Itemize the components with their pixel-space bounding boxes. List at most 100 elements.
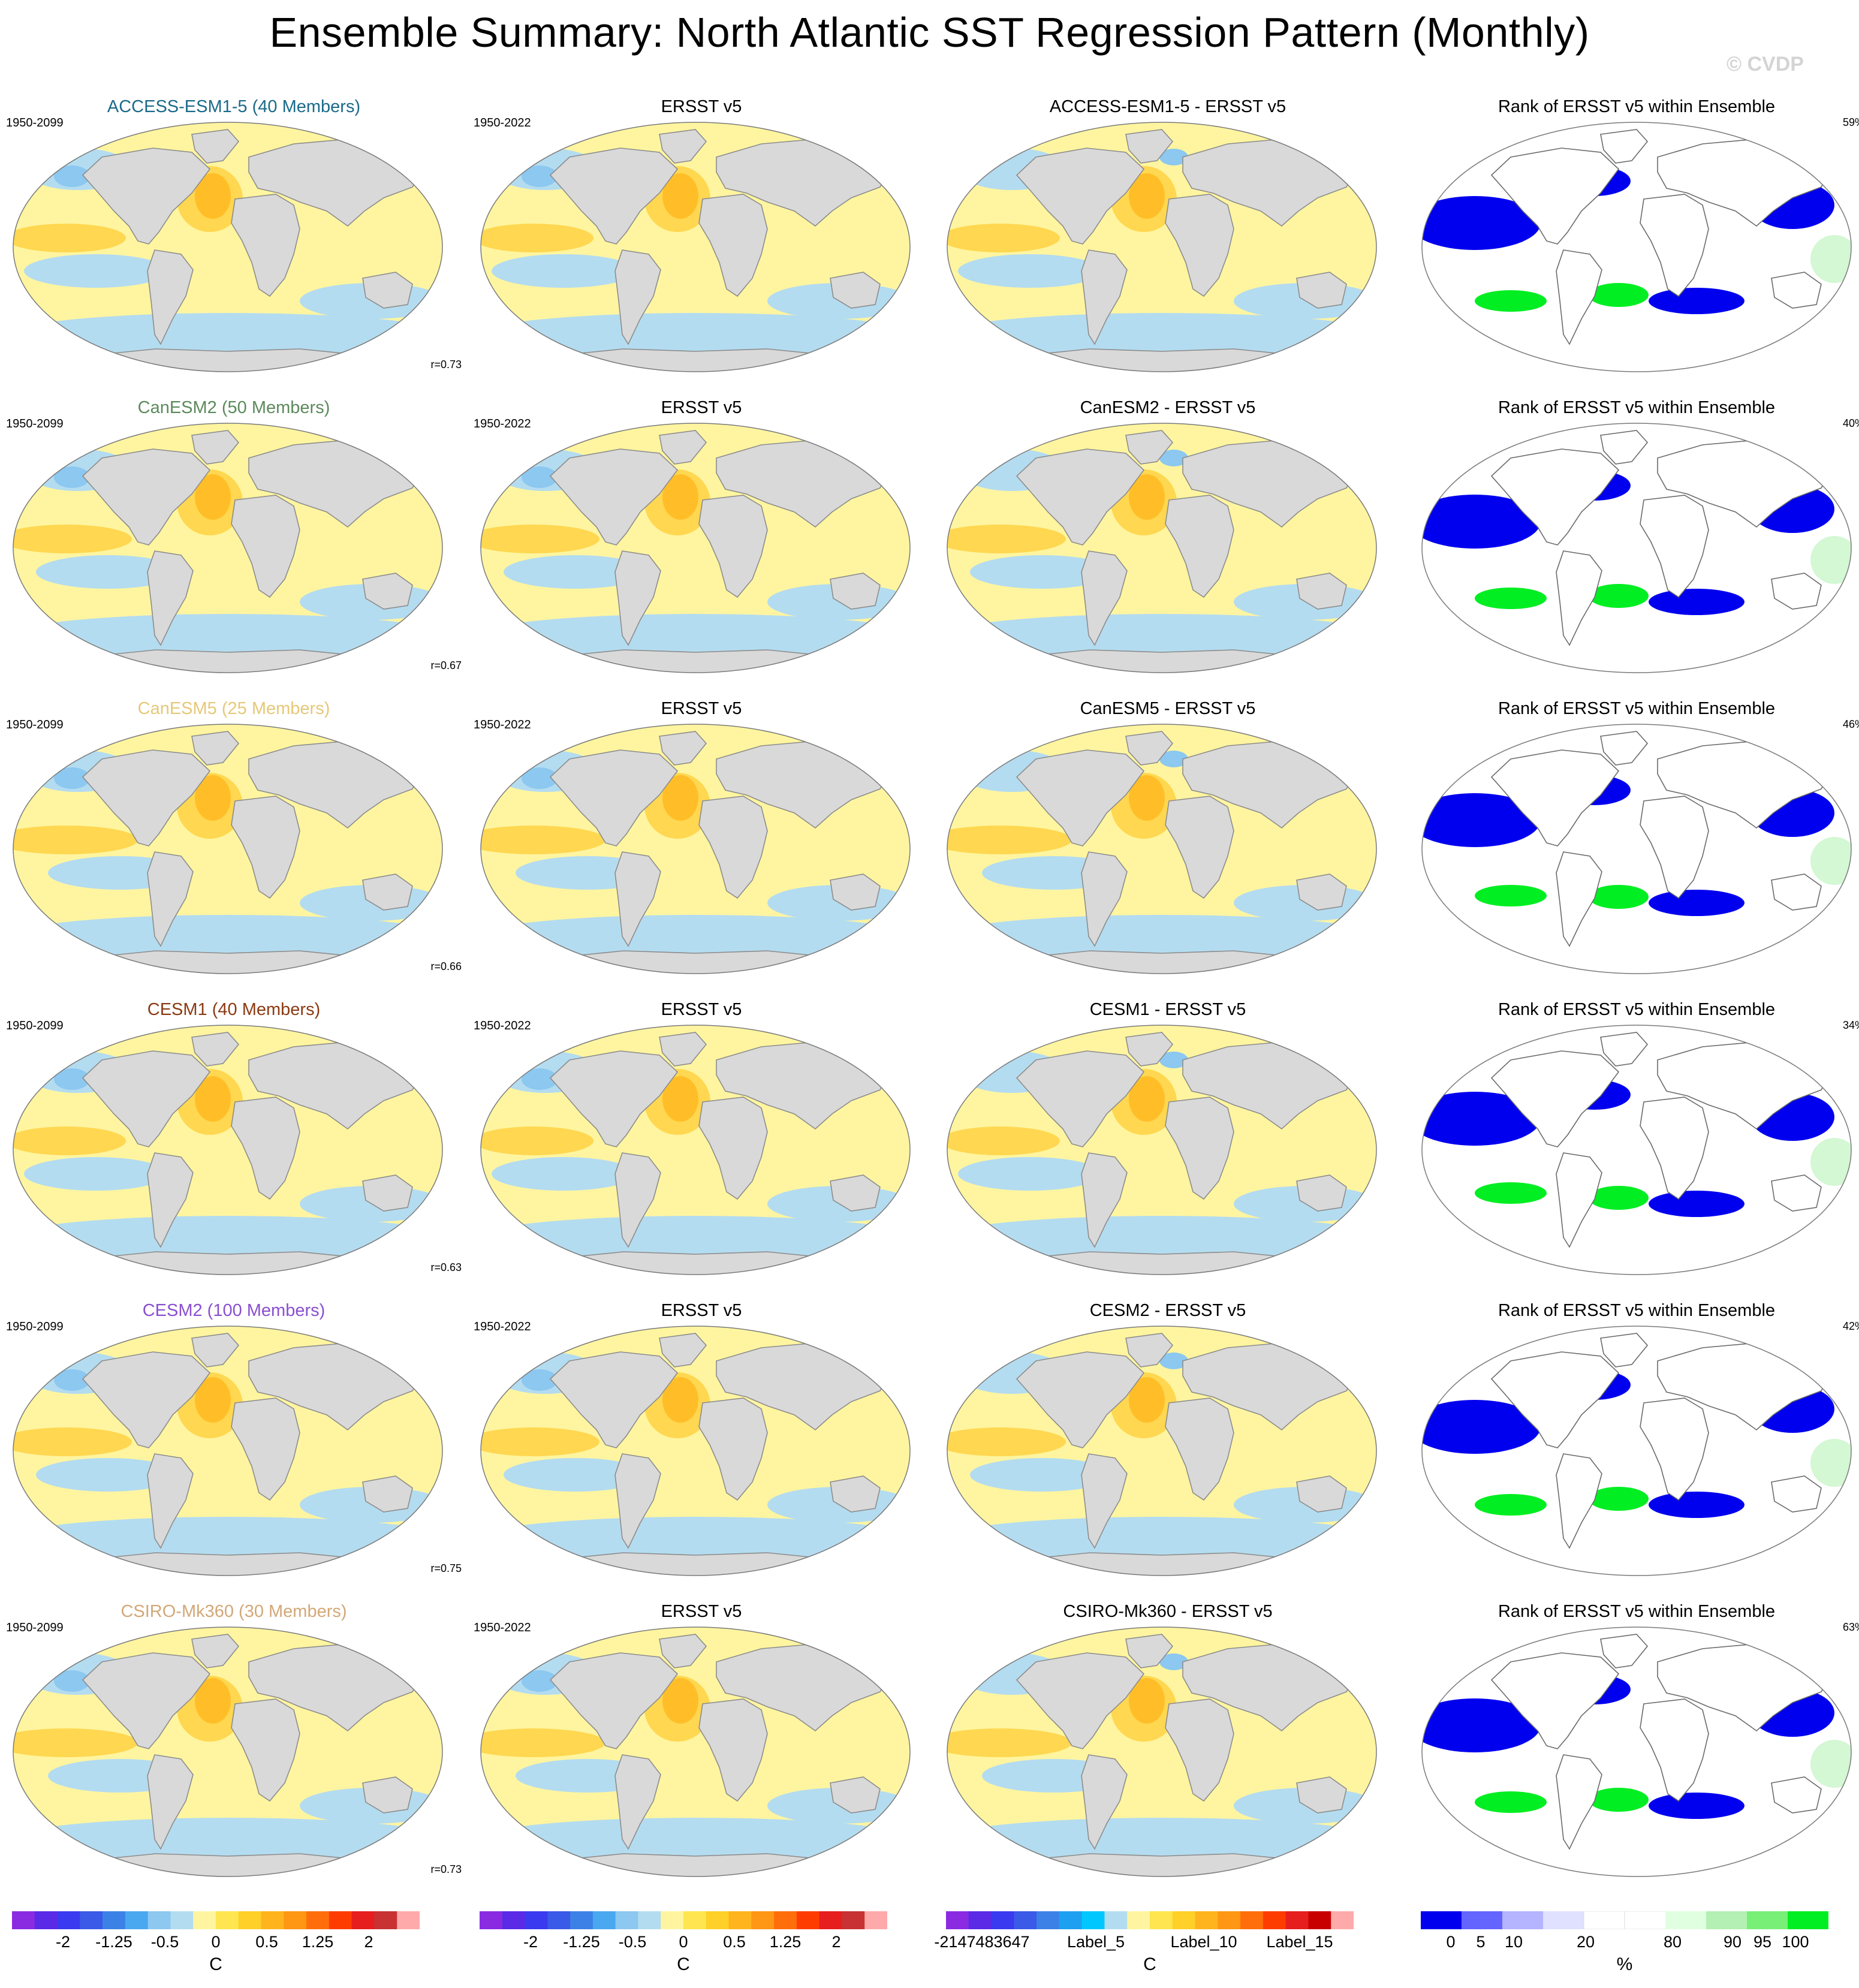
north-atlantic-warm-core bbox=[662, 474, 698, 520]
rank-mid-east-pacific bbox=[1810, 837, 1851, 885]
land-antarctica bbox=[1017, 348, 1306, 372]
colorbar-swatch bbox=[170, 1911, 194, 1929]
colorbar-swatch bbox=[1195, 1911, 1218, 1929]
rank-panel-title: Rank of ERSST v5 within Ensemble bbox=[1498, 699, 1776, 718]
colorbar-swatches bbox=[946, 1911, 1354, 1929]
land-greenland bbox=[1125, 1032, 1174, 1067]
colorbar-unit-label: C bbox=[209, 1954, 222, 1974]
rank-percent-label: 42% bbox=[1842, 1320, 1859, 1332]
rank-mid-east-pacific bbox=[1810, 235, 1851, 283]
land-north-america bbox=[1016, 1351, 1145, 1448]
tropical-pacific-warm-band bbox=[481, 1728, 605, 1757]
rank-high-south-atlantic bbox=[1589, 283, 1649, 307]
diff-panel-title: CanESM5 - ERSST v5 bbox=[1080, 699, 1256, 718]
rank-field bbox=[1422, 1326, 1851, 1576]
rank-high-south-atlantic bbox=[1589, 1487, 1649, 1511]
rank-low-pacific bbox=[1422, 793, 1541, 847]
globe-outline bbox=[13, 122, 443, 372]
south-pacific-cool-region bbox=[492, 254, 635, 288]
north-pacific-cold-core bbox=[522, 165, 558, 187]
colorbar-3: -2147483647 Label_5 Label_10 Label_15 C bbox=[934, 1906, 1354, 1984]
south-pacific-cool-region bbox=[24, 1157, 168, 1191]
colorbar-swatch bbox=[1037, 1911, 1060, 1929]
land-greenland bbox=[1600, 430, 1649, 465]
southern-ocean-cool-band bbox=[947, 1517, 1376, 1565]
colorbar-swatch bbox=[147, 1911, 171, 1929]
rank-high-south-pacific bbox=[1475, 1182, 1547, 1204]
north-pacific-cold-core bbox=[54, 1670, 90, 1692]
rank-panel-title: Rank of ERSST v5 within Ensemble bbox=[1498, 97, 1776, 116]
land-africa bbox=[698, 495, 768, 598]
land-south-america bbox=[1081, 1754, 1128, 1850]
north-atlantic-warm-core bbox=[1129, 1678, 1165, 1724]
colorbar-swatch bbox=[1081, 1911, 1105, 1929]
land-africa bbox=[231, 1397, 300, 1501]
diff-globe-map bbox=[947, 1326, 1377, 1576]
rank-low-south-indian bbox=[1649, 890, 1744, 916]
colorbar-4: 0 5 10 20 80 90 95 100% bbox=[1421, 1906, 1828, 1984]
period-label: 1950-2099 bbox=[6, 116, 64, 129]
land-antarctica bbox=[83, 649, 372, 673]
land-north-america bbox=[1490, 1351, 1620, 1448]
land-greenland bbox=[659, 1333, 707, 1367]
south-pacific-cool-region bbox=[24, 254, 168, 288]
land-australia bbox=[362, 272, 413, 309]
land-south-america bbox=[614, 249, 661, 345]
subpolar-cool-anomaly bbox=[1159, 1353, 1188, 1369]
southern-ocean-cool-band bbox=[947, 915, 1376, 963]
model-panel-title: CSIRO-Mk360 (30 Members) bbox=[120, 1602, 347, 1621]
land-africa bbox=[231, 495, 300, 598]
period-label: 1950-2022 bbox=[474, 1621, 531, 1634]
period-label: 1950-2022 bbox=[474, 1320, 531, 1333]
land-south-america bbox=[1556, 1754, 1602, 1850]
land-north-america bbox=[1016, 1652, 1145, 1749]
diff-panel-title: ACCESS-ESM1-5 - ERSST v5 bbox=[1049, 97, 1286, 116]
land-africa bbox=[1640, 1097, 1709, 1200]
colorbar-swatch bbox=[1543, 1911, 1584, 1929]
obs-panel-title: ERSST v5 bbox=[661, 97, 742, 116]
colorbar-swatch bbox=[1014, 1911, 1037, 1929]
land-north-america bbox=[1016, 1050, 1145, 1147]
land-africa bbox=[231, 796, 300, 899]
north-pacific-cold-core bbox=[522, 767, 558, 789]
rank-high-south-pacific bbox=[1475, 1494, 1547, 1516]
north-pacific-cold-core bbox=[522, 1068, 558, 1090]
rank-panel-title: Rank of ERSST v5 within Ensemble bbox=[1498, 1000, 1776, 1019]
north-atlantic-warm-core bbox=[1129, 474, 1165, 520]
tropical-pacific-warm-band bbox=[947, 1728, 1072, 1757]
rank-percent-label: 46% bbox=[1842, 718, 1859, 730]
rank-low-south-indian bbox=[1649, 1793, 1744, 1819]
rank-globe-map bbox=[1421, 1326, 1852, 1576]
globe-outline bbox=[1421, 1626, 1852, 1877]
land-australia bbox=[1771, 573, 1822, 610]
colorbar-tick-label: -0.5 bbox=[618, 1933, 647, 1951]
globe-outline bbox=[947, 1025, 1377, 1275]
land-antarctica bbox=[83, 1251, 372, 1275]
land-australia bbox=[1296, 873, 1347, 911]
rank-high-south-atlantic bbox=[1589, 1186, 1649, 1210]
land-south-america bbox=[147, 1754, 194, 1850]
period-label: 1950-2022 bbox=[474, 1019, 531, 1032]
colorbar-swatch bbox=[351, 1911, 375, 1929]
land-australia bbox=[1296, 573, 1347, 610]
land-greenland bbox=[1600, 129, 1649, 164]
panel-rank-row-6: Rank of ERSST v5 within Ensemble 63% bbox=[1409, 1602, 1859, 1902]
pattern-correlation-label: r=0.73 bbox=[430, 359, 462, 371]
colorbar-swatch bbox=[1308, 1911, 1331, 1929]
colorbar-swatch bbox=[216, 1911, 239, 1929]
colorbar-tick-labels: -2147483647 Label_5 Label_10 Label_15 bbox=[934, 1933, 1354, 1954]
colorbar-tick-label: -0.5 bbox=[150, 1933, 179, 1951]
panel-rank-row-5: Rank of ERSST v5 within Ensemble 42% bbox=[1409, 1301, 1859, 1601]
ocean-field bbox=[13, 122, 442, 372]
land-north-america bbox=[1490, 1652, 1620, 1749]
colorbar-2: -2 -1.25 -0.5 0 0.5 1.25 2 C bbox=[480, 1906, 887, 1984]
north-pacific-cold-core bbox=[522, 466, 558, 488]
rank-low-south-indian bbox=[1649, 1492, 1744, 1518]
colorbar-swatch bbox=[946, 1911, 969, 1929]
land-south-america bbox=[1556, 249, 1602, 345]
north-atlantic-warm-core bbox=[195, 474, 231, 520]
tropical-pacific-warm-band bbox=[13, 1126, 126, 1155]
north-atlantic-warm-core bbox=[662, 1076, 698, 1122]
colorbar-tick-labels: -2 -1.25 -0.5 0 0.5 1.25 2 bbox=[12, 1933, 420, 1954]
